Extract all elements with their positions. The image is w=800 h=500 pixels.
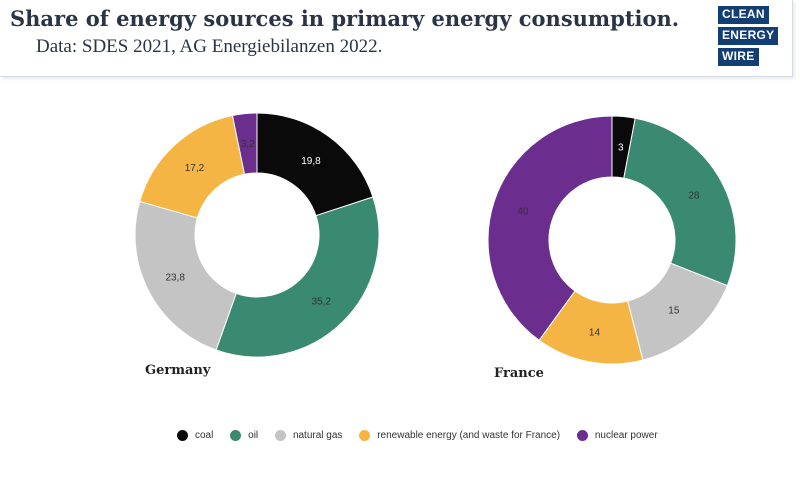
legend-item-renewable: renewable energy (and waste for France) xyxy=(359,430,560,441)
legend-swatch-nuclear xyxy=(576,430,588,441)
legend-item-oil: oil xyxy=(230,430,258,441)
data-label-france-coal: 3 xyxy=(618,142,624,153)
slice-germany-nuclear xyxy=(231,112,258,175)
legend-label-nuclear: nuclear power xyxy=(594,430,658,441)
legend-label-renewable: renewable energy (and waste for France) xyxy=(377,430,561,441)
logo-word-clean: CLEAN xyxy=(718,6,769,24)
legend-swatch-coal xyxy=(177,430,188,441)
data-label-france-renewable: 14 xyxy=(589,327,601,338)
chart-label-france: France xyxy=(494,366,544,381)
clean-energy-wire-logo[interactable]: CLEAN ENERGY WIRE xyxy=(718,6,779,69)
legend-label-oil: oil xyxy=(248,430,259,441)
slice-germany-oil xyxy=(215,196,380,358)
data-label-germany-natural-gas: 23,8 xyxy=(165,273,185,284)
data-label-france-natural-gas: 15 xyxy=(668,306,680,317)
logo-word-wire: WIRE xyxy=(718,48,759,66)
data-label-france-nuclear: 40 xyxy=(518,207,530,218)
slice-germany-coal xyxy=(256,112,374,217)
legend-swatch-oil xyxy=(230,430,242,441)
donut-france: 3 28 15 14 40 France xyxy=(487,115,737,381)
legend-label-coal: coal xyxy=(195,430,214,441)
donut-germany: 19,8 35,2 23,8 17,2 3,2 Germany xyxy=(134,112,380,378)
slice-france-oil xyxy=(623,117,737,287)
data-label-germany-oil: 35,2 xyxy=(311,296,331,307)
legend-item-nuclear: nuclear power xyxy=(576,430,658,441)
logo-word-energy: ENERGY xyxy=(718,27,779,45)
data-label-germany-nuclear: 3,2 xyxy=(241,139,255,150)
slice-france-nuclear xyxy=(487,115,613,342)
legend: coal oil natural gas renewable energy (a… xyxy=(177,430,672,444)
slice-germany-natural-gas xyxy=(134,200,237,351)
legend-swatch-renewable xyxy=(359,430,371,441)
chart-title: Share of energy sources in primary energ… xyxy=(10,6,680,31)
data-label-france-oil: 28 xyxy=(688,190,700,201)
chart-label-germany: Germany xyxy=(145,363,211,378)
header: Share of energy sources in primary energ… xyxy=(0,0,793,77)
donut-charts: 19,8 35,2 23,8 17,2 3,2 Germany 3 28 15 14 40 Franc… xyxy=(134,112,737,381)
data-label-germany-renewable: 17,2 xyxy=(185,163,205,174)
legend-item-natural-gas: natural gas xyxy=(274,430,343,441)
legend-label-natural-gas: natural gas xyxy=(292,430,343,441)
legend-swatch-natural-gas xyxy=(274,430,286,441)
chart-subtitle: Data: SDES 2021, AG Energiebilanzen 2022… xyxy=(36,36,383,57)
legend-item-coal: coal xyxy=(177,430,213,441)
data-label-germany-coal: 19,8 xyxy=(301,156,321,167)
